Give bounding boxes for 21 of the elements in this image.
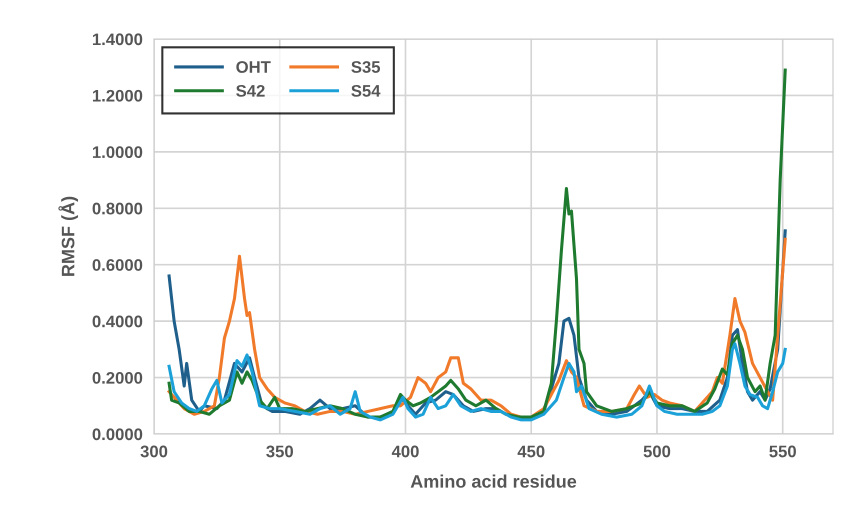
y-tick-label: 0.2000: [92, 372, 142, 384]
y-tick-label: 1.0000: [92, 146, 142, 158]
legend-label: S35: [351, 61, 380, 73]
y-tick-label: 0.0000: [92, 428, 142, 440]
x-tick-label: 350: [266, 446, 293, 458]
x-tick-label: 300: [140, 446, 168, 458]
legend-label: S42: [236, 84, 265, 97]
y-tick-label: 1.4000: [92, 33, 142, 46]
x-tick-label: 400: [392, 446, 419, 458]
y-tick-label: 1.2000: [92, 90, 142, 102]
line-series: [168, 342, 787, 422]
y-tick-label: 0.4000: [92, 316, 142, 328]
y-tick-label: 0.6000: [92, 259, 142, 271]
legend-label: S54: [351, 84, 380, 97]
legend-label: OHT: [236, 61, 271, 73]
y-axis-title: RMSF (Å): [58, 196, 78, 276]
x-tick-label: 550: [769, 446, 796, 458]
x-tick-label: 450: [518, 446, 544, 458]
y-tick-label: 0.8000: [92, 202, 142, 214]
x-axis-title: Amino acid residue: [410, 474, 576, 488]
x-tick-label: 500: [644, 446, 670, 458]
